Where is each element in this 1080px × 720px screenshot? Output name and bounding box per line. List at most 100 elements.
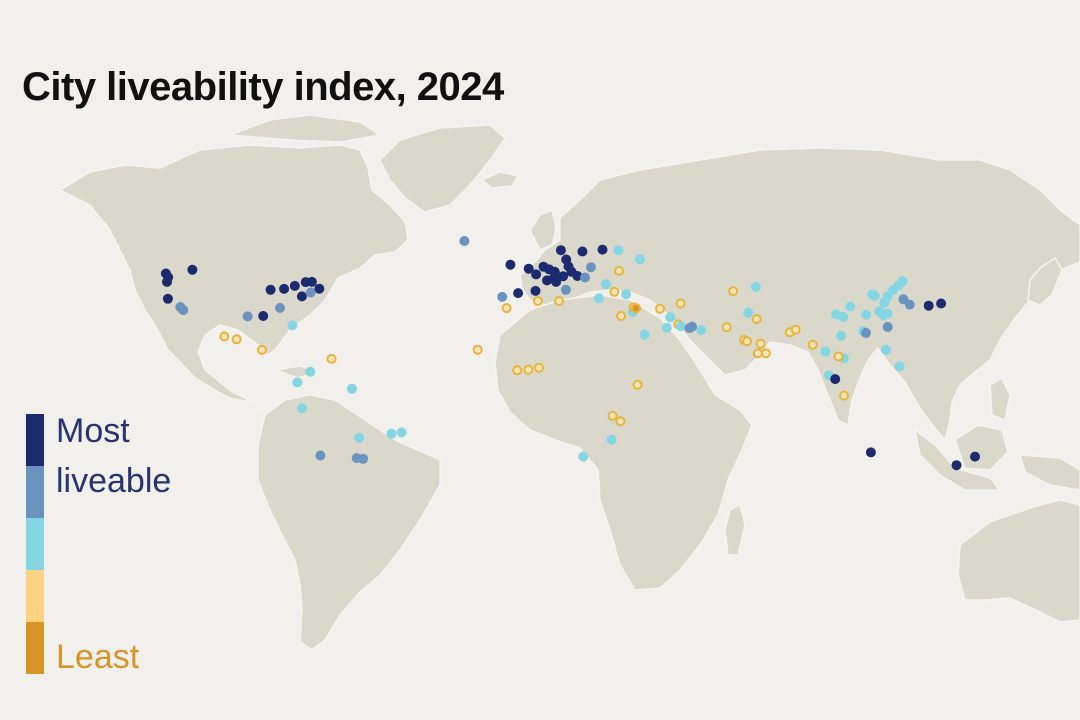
city-marker bbox=[523, 364, 534, 375]
city-marker bbox=[865, 447, 876, 458]
city-marker bbox=[593, 293, 604, 304]
landmass-arctic-islands bbox=[229, 114, 381, 143]
city-marker bbox=[530, 285, 541, 296]
city-marker bbox=[459, 236, 470, 246]
city-marker bbox=[721, 322, 732, 333]
city-marker bbox=[258, 311, 269, 321]
city-marker bbox=[314, 283, 325, 294]
city-marker bbox=[577, 246, 588, 257]
city-marker bbox=[675, 298, 686, 309]
legend-swatch-tier-4 bbox=[26, 570, 44, 622]
city-marker bbox=[836, 330, 847, 341]
city-marker bbox=[178, 305, 189, 316]
legend-swatch-tier-2 bbox=[26, 466, 44, 518]
city-marker bbox=[639, 329, 650, 340]
city-marker bbox=[743, 307, 754, 318]
city-marker bbox=[696, 325, 707, 336]
landmass-eurasia bbox=[519, 147, 1080, 441]
city-marker bbox=[555, 245, 566, 256]
city-marker bbox=[742, 336, 752, 347]
landmass-greenland bbox=[379, 124, 506, 213]
city-marker bbox=[551, 276, 562, 287]
city-marker bbox=[752, 348, 763, 359]
city-marker bbox=[621, 289, 632, 300]
city-marker bbox=[296, 291, 307, 302]
city-marker bbox=[396, 427, 407, 438]
city-marker bbox=[845, 301, 856, 312]
city-marker bbox=[790, 324, 801, 335]
city-marker bbox=[951, 460, 962, 471]
city-marker bbox=[893, 280, 904, 291]
city-marker bbox=[513, 288, 524, 299]
city-marker bbox=[613, 245, 624, 256]
landmass-africa bbox=[494, 294, 753, 591]
city-marker bbox=[534, 362, 544, 373]
city-marker bbox=[347, 383, 357, 394]
city-marker bbox=[869, 291, 880, 301]
city-marker bbox=[879, 297, 890, 308]
city-marker bbox=[675, 321, 686, 332]
landmass-japan bbox=[1027, 257, 1063, 306]
city-marker bbox=[242, 311, 253, 322]
city-marker bbox=[936, 298, 947, 309]
city-marker bbox=[386, 428, 397, 439]
city-marker bbox=[578, 451, 589, 462]
city-marker bbox=[807, 339, 818, 350]
city-marker bbox=[586, 262, 596, 273]
landmass-philippines bbox=[989, 377, 1011, 421]
city-marker bbox=[354, 432, 365, 443]
city-marker bbox=[820, 346, 831, 357]
city-marker bbox=[601, 279, 611, 290]
city-marker bbox=[606, 434, 617, 445]
city-marker bbox=[881, 344, 891, 355]
legend-swatch-tier-3 bbox=[26, 518, 44, 570]
city-marker bbox=[750, 282, 761, 292]
city-marker bbox=[614, 265, 624, 276]
city-marker bbox=[296, 403, 307, 414]
city-marker bbox=[162, 293, 173, 304]
city-marker bbox=[609, 286, 620, 297]
city-marker bbox=[615, 416, 626, 427]
city-marker bbox=[838, 311, 849, 322]
city-marker bbox=[305, 287, 316, 298]
city-marker bbox=[760, 348, 771, 359]
city-marker bbox=[512, 365, 523, 376]
city-marker bbox=[882, 322, 893, 332]
landmass-borneo bbox=[954, 424, 1009, 471]
city-marker bbox=[532, 296, 543, 306]
city-marker bbox=[287, 320, 298, 331]
city-marker bbox=[655, 303, 665, 314]
city-marker bbox=[315, 450, 326, 461]
city-marker bbox=[597, 244, 608, 255]
map-title: City liveability index, 2024 bbox=[22, 64, 504, 109]
city-marker bbox=[163, 272, 174, 283]
city-marker bbox=[580, 272, 590, 283]
city-marker bbox=[305, 366, 316, 377]
city-marker bbox=[904, 299, 915, 310]
city-marker bbox=[923, 300, 934, 311]
city-marker bbox=[275, 302, 285, 313]
city-marker bbox=[472, 344, 483, 355]
city-marker bbox=[265, 284, 276, 295]
city-marker bbox=[257, 344, 267, 355]
landmass-uk-ireland bbox=[529, 209, 557, 251]
city-marker bbox=[560, 284, 571, 295]
city-marker bbox=[839, 390, 850, 401]
legend-swatch-tier-5 bbox=[26, 622, 44, 674]
city-marker bbox=[632, 379, 643, 390]
city-marker bbox=[970, 451, 980, 462]
city-marker bbox=[728, 286, 739, 297]
city-marker bbox=[554, 296, 565, 306]
landmass-sumatra-java bbox=[914, 429, 1001, 491]
city-marker bbox=[751, 314, 762, 325]
city-marker bbox=[687, 321, 698, 332]
landmass-iceland bbox=[481, 171, 519, 189]
landmass-madagascar bbox=[724, 504, 746, 556]
city-marker bbox=[289, 280, 300, 291]
city-marker bbox=[497, 291, 508, 302]
city-marker bbox=[661, 322, 672, 333]
city-marker bbox=[358, 453, 369, 464]
city-marker bbox=[860, 327, 871, 338]
landmass-north-america bbox=[59, 144, 409, 411]
